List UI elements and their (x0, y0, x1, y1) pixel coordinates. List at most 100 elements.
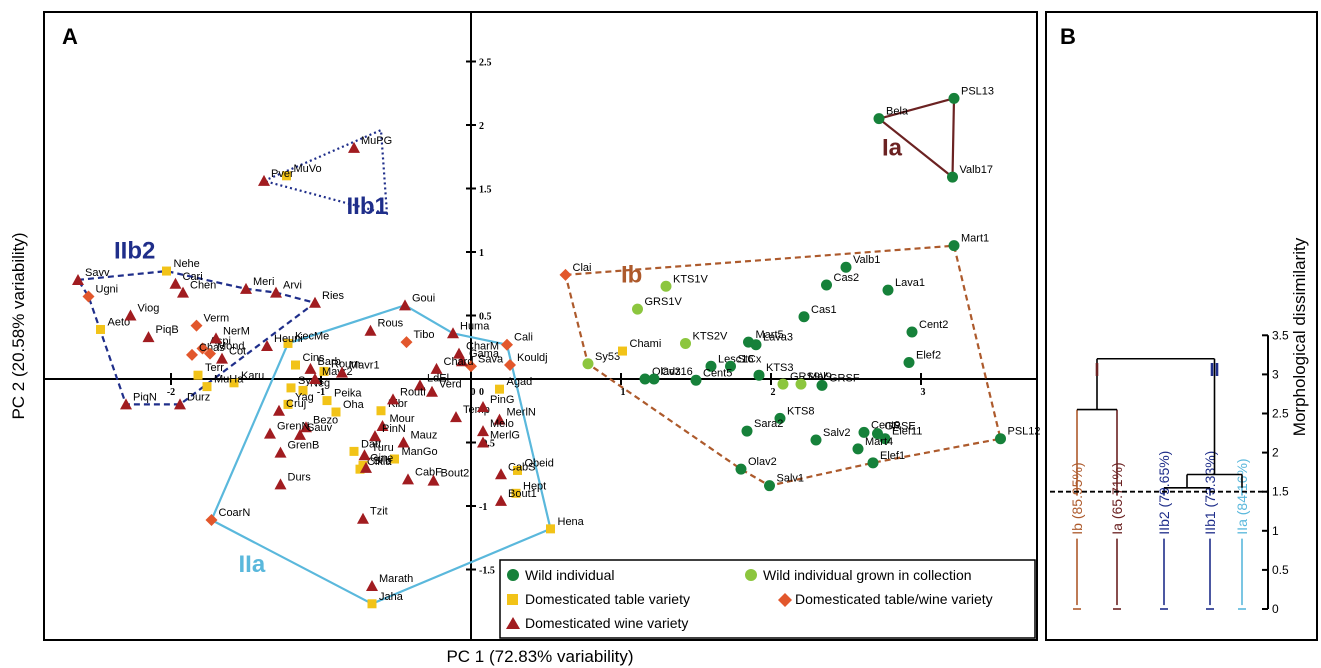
point-label-mart5: Mart5 (756, 329, 784, 341)
point-label-lava3: Lava3 (763, 332, 793, 344)
hull-ia (877, 97, 956, 179)
point-label-mal9: Mal9 (808, 371, 832, 383)
point-label-chard: Chard (444, 356, 474, 368)
legend-label-table-wine: Domesticated table/wine variety (795, 591, 993, 607)
dendrogram-y-tick-label: 2 (1272, 446, 1279, 460)
point-label-ping: PinG (490, 394, 514, 406)
point-label-silb: Silb (373, 455, 391, 467)
point-label-terr: Terr (205, 362, 224, 374)
point-datt (349, 446, 359, 456)
y-tick-label: -1 (479, 502, 487, 513)
point-aeto (96, 324, 105, 334)
y-tick-label: 0.5 (479, 312, 492, 323)
dendrogram-y-tick-label: 0.5 (1272, 563, 1289, 577)
point-cot (216, 352, 228, 364)
point-nerm (210, 332, 222, 344)
dendrogram-y-tick-label: 1 (1272, 524, 1279, 538)
point-label-muvo: MuVo (294, 163, 322, 175)
point-label-cruj: Cruj (286, 398, 306, 410)
y-axis-title: PC 2 (20.58% variability) (9, 232, 28, 419)
point-label-roum: Roum (331, 358, 360, 370)
point-lava1 (882, 284, 894, 296)
point-mart1 (948, 240, 960, 252)
point-mupg (348, 141, 360, 153)
point-label-kts8: KTS8 (787, 405, 815, 417)
point-label-mupg: MuPG (361, 135, 392, 147)
point-label-heuni: Heuni (274, 333, 303, 345)
point-kts2v (680, 337, 691, 349)
point-label-grenb: GrenB (288, 440, 320, 452)
point-psl13 (948, 92, 960, 104)
point-olav3 (639, 373, 651, 385)
legend-label-wild-collection: Wild individual grown in collection (763, 567, 972, 583)
point-mal9 (795, 378, 807, 390)
point-sauv (294, 428, 306, 440)
point-savv (72, 273, 84, 285)
point-label-muha: MuHa (214, 374, 244, 386)
point-obeid (513, 465, 522, 475)
point-label-gine: Gine (370, 452, 393, 464)
point-label-bout2: Bout2 (441, 468, 470, 480)
point-label-grsf: GRSF (829, 372, 860, 384)
point-cent9 (858, 426, 870, 438)
point-hept (511, 488, 521, 498)
point-label-yag: Yag (295, 391, 314, 403)
point-cent2 (906, 326, 918, 338)
point-mavr1 (336, 366, 348, 378)
point-nehe (162, 266, 171, 276)
x-tick-label: 3 (921, 387, 926, 398)
cluster-label-ii: II (1209, 360, 1219, 380)
point-yag (283, 399, 293, 409)
point-routi (387, 393, 399, 405)
point-label-durs: Durs (288, 471, 312, 483)
point-label-goui: Goui (412, 292, 435, 304)
point-grs9v (777, 378, 789, 390)
leaf-label-ib-85-95: Ib (85.95%) (1069, 462, 1085, 534)
point-label-sauv: Sauv (307, 422, 333, 434)
point-label-pinn: PinN (382, 423, 406, 435)
legend-item-wine: Domesticated wine variety (506, 615, 688, 631)
point-label-cas2: Cas2 (834, 272, 860, 284)
point-label-charm: CharM (466, 341, 499, 353)
point-gama (456, 355, 468, 367)
x-tick-label: 0 (471, 387, 476, 398)
point-label-elef2: Elef2 (916, 349, 941, 361)
point-valb17 (947, 171, 958, 183)
point-label-rous: Rous (378, 318, 404, 330)
point-label-cikla: Cikla (367, 456, 392, 468)
point-mond (204, 347, 216, 360)
point-cari (169, 277, 182, 289)
group-label-iib2: IIb2 (114, 237, 155, 264)
point-melo (477, 425, 489, 437)
point-muvo (282, 171, 291, 181)
hull-iia (210, 304, 552, 605)
point-label-cdz16: Cdz16 (661, 366, 693, 378)
point-label-routi: Routi (400, 386, 426, 398)
point-merln (493, 413, 506, 425)
panel-a-label: A (62, 24, 78, 49)
point-coarn (205, 513, 218, 526)
point-label-stcx: StCx (738, 353, 762, 365)
x-tick-label: 2 (771, 387, 776, 398)
point-pver (258, 174, 270, 186)
y-tick-label: 1 (479, 248, 484, 259)
point-huma (447, 327, 459, 339)
point-label-cabf: CabF (415, 466, 442, 478)
point-kecme (283, 338, 293, 348)
point-sara2 (741, 425, 753, 437)
legend-label-wild: Wild individual (525, 567, 614, 583)
point-durs (274, 478, 287, 490)
point-label-psl12: PSL12 (1008, 426, 1041, 438)
point-marath (366, 580, 378, 592)
point-label-mart1: Mart1 (961, 233, 989, 245)
group-label-iia: IIa (239, 551, 266, 578)
point-label-coarn: CoarN (219, 507, 251, 519)
point-salv2 (810, 434, 822, 446)
point-label-cot: Cot (229, 346, 246, 358)
point-lava3 (750, 339, 762, 351)
point-label-mango: ManGo (402, 446, 438, 458)
point-label-verm: Verm (204, 313, 230, 325)
point-cas1 (798, 311, 810, 323)
point-label-elef1: Elef1 (880, 450, 905, 462)
point-label-piqb: PiqB (156, 324, 179, 336)
